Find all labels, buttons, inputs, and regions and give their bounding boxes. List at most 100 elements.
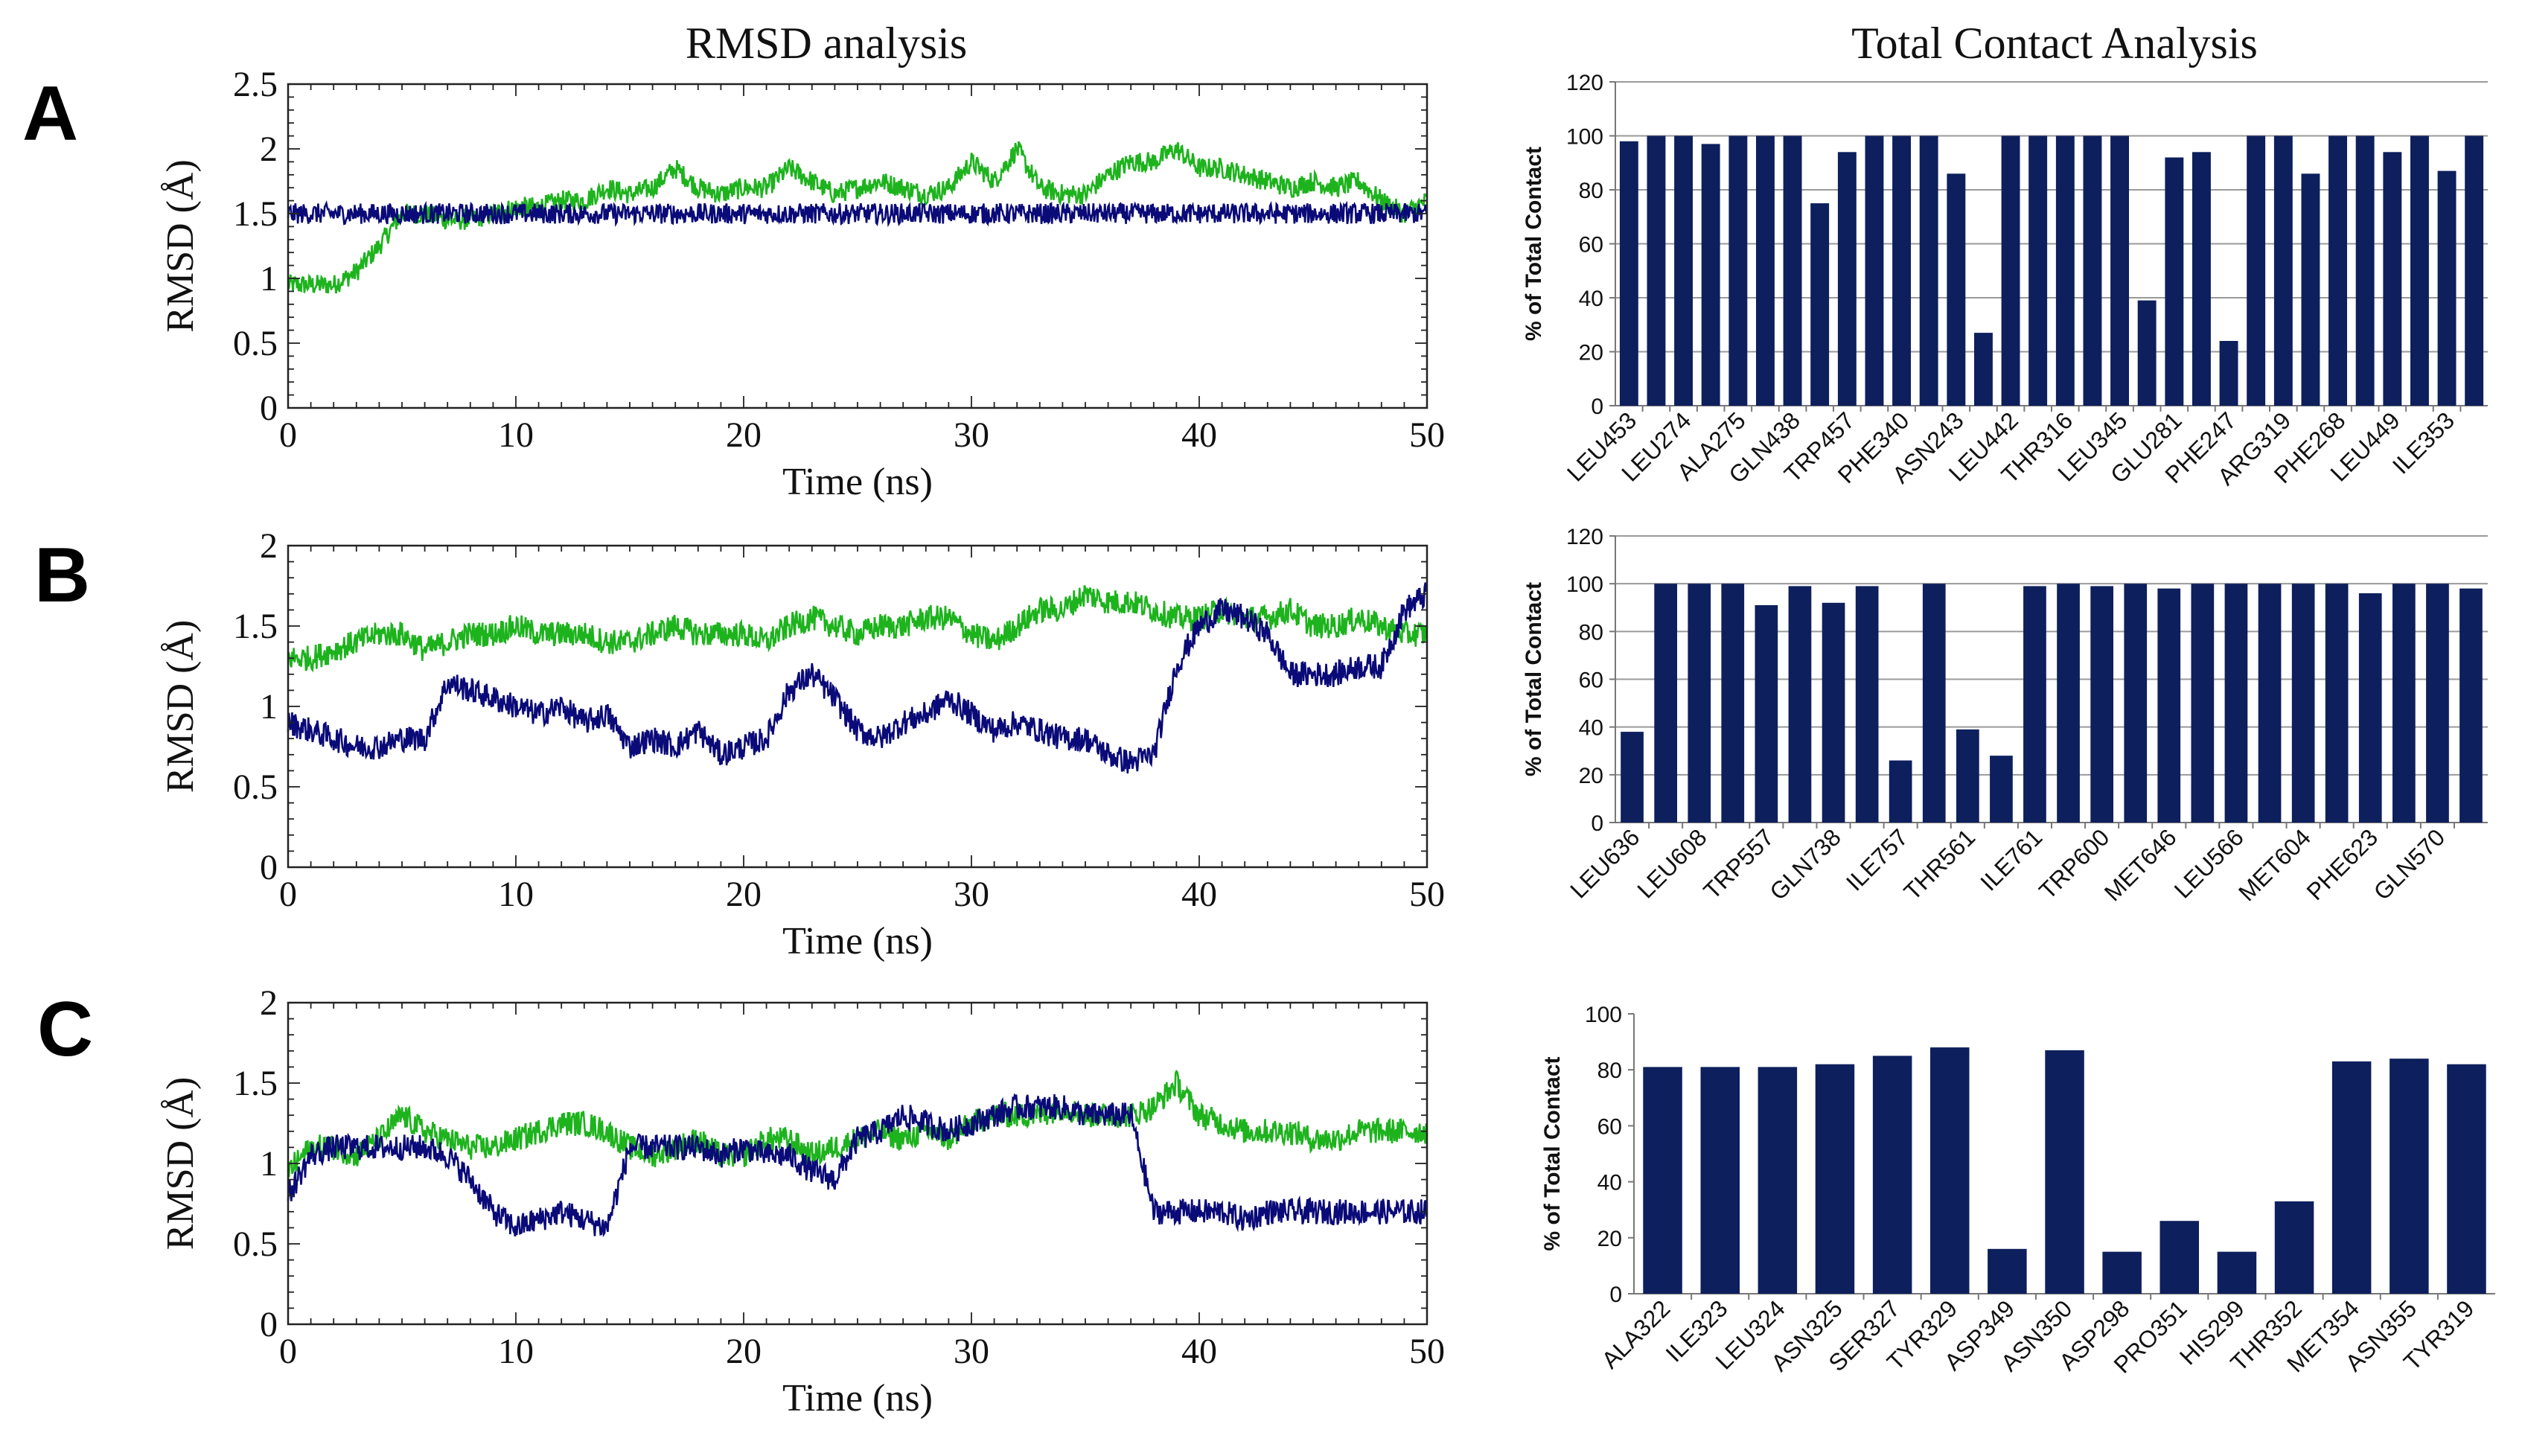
bar	[1956, 729, 1979, 823]
bar	[2274, 1201, 2314, 1294]
y-axis-label: % of Total Contact	[1540, 1056, 1565, 1251]
panel-label-c: C	[37, 986, 93, 1073]
bar	[2219, 341, 2238, 406]
bar	[2328, 135, 2347, 406]
y-tick-label: 100	[1566, 125, 1603, 150]
bar	[1974, 333, 1993, 406]
bar	[2465, 135, 2484, 406]
bar	[2028, 135, 2048, 406]
bar	[2390, 1059, 2429, 1294]
bar	[1783, 135, 1802, 406]
y-tick-label: 1	[260, 259, 278, 298]
y-axis-label: % of Total Contact	[1522, 582, 1546, 776]
y-tick-label: 80	[1579, 179, 1603, 203]
series-line-2	[287, 582, 1429, 774]
bar	[2110, 135, 2129, 406]
y-tick-label: 40	[1579, 287, 1603, 311]
x-tick-label: 50	[1409, 875, 1445, 914]
panel-label-a: A	[22, 71, 78, 157]
bar	[2023, 586, 2046, 823]
y-tick-label: 40	[1597, 1171, 1622, 1195]
bar	[1889, 760, 1912, 823]
x-tick-label: 40	[1181, 1332, 1217, 1371]
bar	[2055, 135, 2075, 406]
bar	[1892, 135, 1911, 406]
y-tick-label: 60	[1597, 1114, 1622, 1139]
bar	[2192, 152, 2211, 406]
bar	[1815, 1064, 1855, 1294]
bar	[2137, 300, 2157, 406]
bar	[2392, 584, 2416, 823]
bar	[2258, 584, 2282, 823]
bar	[2358, 593, 2382, 823]
y-axis-label: RMSD (Å)	[159, 159, 202, 333]
bar	[2437, 170, 2457, 406]
bar	[2426, 584, 2449, 823]
y-tick-label: 100	[1566, 572, 1603, 597]
bar	[2191, 584, 2215, 823]
bar	[2160, 1221, 2199, 1294]
y-tick-label: 1	[260, 687, 278, 727]
bar	[2447, 1064, 2486, 1294]
bar	[2273, 135, 2293, 406]
x-tick-label: 20	[726, 875, 762, 914]
bar	[1674, 135, 1693, 406]
x-tick-label: 10	[498, 1332, 534, 1371]
x-tick-label: 40	[1181, 415, 1217, 455]
x-axis-label: Time (ns)	[782, 920, 933, 962]
bar	[1728, 135, 1748, 406]
y-tick-label: 20	[1579, 764, 1603, 788]
bar	[1810, 203, 1830, 406]
bar	[2102, 1251, 2142, 1294]
y-axis-label: RMSD (Å)	[159, 1077, 202, 1251]
bar	[2217, 1251, 2257, 1294]
bar	[2383, 152, 2402, 406]
y-tick-label: 0	[260, 848, 278, 887]
bar	[2355, 135, 2375, 406]
bar	[1922, 584, 1946, 823]
x-tick-label: 30	[954, 415, 989, 455]
y-tick-label: 1	[260, 1144, 278, 1184]
bar	[1865, 135, 1884, 406]
y-tick-label: 0	[260, 389, 278, 428]
bar	[2157, 588, 2181, 823]
series-line-2	[287, 199, 1429, 228]
bar	[1756, 135, 1775, 406]
bar	[1721, 584, 1745, 823]
x-tick-label: 20	[726, 1332, 762, 1371]
x-tick-label: 10	[498, 415, 534, 455]
x-tick-label: 40	[1181, 875, 1217, 914]
bar	[2124, 584, 2148, 823]
y-tick-label: 1.5	[233, 1064, 278, 1103]
y-tick-label: 0.5	[233, 1224, 278, 1264]
y-tick-label: 0	[1591, 395, 1603, 419]
bar	[1919, 135, 1938, 406]
y-tick-label: 60	[1579, 233, 1603, 258]
y-tick-label: 2	[260, 526, 278, 566]
bar	[1688, 584, 1711, 823]
bar	[1758, 1067, 1798, 1294]
bar	[1619, 141, 1638, 406]
y-tick-label: 0	[260, 1305, 278, 1344]
x-tick-label: 50	[1409, 415, 1445, 455]
y-tick-label: 120	[1566, 525, 1603, 549]
bar	[1654, 584, 1677, 823]
y-tick-label: 0	[1609, 1283, 1622, 1307]
y-tick-label: 2.5	[233, 65, 278, 104]
bar	[2325, 584, 2349, 823]
x-tick-label: 30	[954, 1332, 989, 1371]
y-tick-label: 1.5	[233, 194, 278, 234]
x-tick-label: 20	[726, 415, 762, 455]
bar	[1855, 586, 1879, 823]
bar	[2165, 157, 2184, 406]
bar	[2001, 135, 2020, 406]
y-tick-label: 80	[1579, 620, 1603, 645]
x-tick-label: 50	[1409, 1332, 1445, 1371]
bar	[2291, 584, 2315, 823]
bar	[1643, 1067, 1682, 1294]
bar	[1621, 732, 1644, 823]
bar	[1988, 1248, 2027, 1294]
bar	[1788, 586, 1812, 823]
bar	[2331, 1061, 2372, 1294]
